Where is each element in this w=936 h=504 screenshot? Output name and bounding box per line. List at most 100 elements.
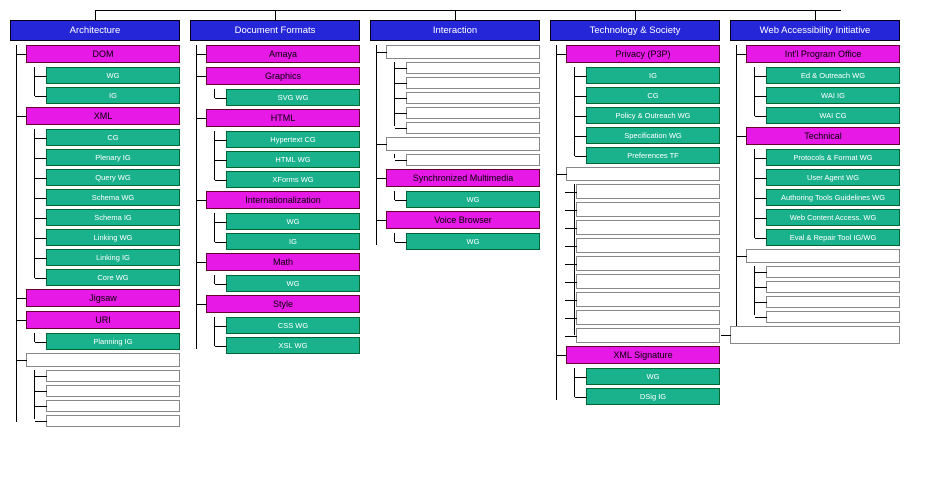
column-4: Web Accessibility Initiative Int'l Progra… [730, 20, 900, 430]
column-children-group: DOM WG IG XML CG Plenary IG Query WG Schema WG S… [10, 45, 180, 430]
blank-leaf-node [766, 266, 900, 278]
category-node: Voice Browser [386, 211, 540, 229]
column-0: Architecture DOM WG IG XML CG Plenary IG Query … [10, 20, 180, 430]
leaf-node: Authoring Tools Guidelines WG [766, 189, 900, 206]
leaf-group: CSS WGXSL WG [190, 317, 360, 354]
leaf-node: WG [226, 275, 360, 292]
blank-category-node [566, 167, 720, 181]
category-node: DOM [26, 45, 180, 63]
blank-leaf-node [46, 385, 180, 397]
leaf-node: WG [226, 213, 360, 230]
blank-leaf-node [406, 92, 540, 104]
leaf-group: WGDSig IG [550, 368, 720, 405]
leaf-node: Ed & Outreach WG [766, 67, 900, 84]
column-header: Technology & Society [550, 20, 720, 41]
blank-leaf-node [576, 184, 720, 199]
leaf-node: Schema WG [46, 189, 180, 206]
column-children-group: Privacy (P3P)IGCGPolicy & Outreach WGSpe… [550, 45, 720, 408]
leaf-node: Protocols & Format WG [766, 149, 900, 166]
leaf-node: Policy & Outreach WG [586, 107, 720, 124]
leaf-node: WG [46, 67, 180, 84]
category-node: URI [26, 311, 180, 329]
column-3: Technology & SocietyPrivacy (P3P)IGCGPol… [550, 20, 720, 430]
category-node: XML [26, 107, 180, 125]
column-header: Architecture [10, 20, 180, 41]
leaf-group: WG [370, 233, 540, 250]
column-header: Web Accessibility Initiative [730, 20, 900, 41]
leaf-group: SVG WG [190, 89, 360, 106]
leaf-node: CSS WG [226, 317, 360, 334]
leaf-group: WG IG [190, 213, 360, 250]
leaf-group [550, 184, 720, 343]
leaf-node: WAI IG [766, 87, 900, 104]
leaf-node: Schema IG [46, 209, 180, 226]
blank-leaf-node [576, 202, 720, 217]
blank-category-node [386, 45, 540, 59]
blank-leaf-node [576, 310, 720, 325]
blank-leaf-node [766, 311, 900, 323]
leaf-group [730, 266, 900, 323]
leaf-node: XForms WG [226, 171, 360, 188]
leaf-node: IG [586, 67, 720, 84]
leaf-node: WG [406, 233, 540, 250]
column-header: Interaction [370, 20, 540, 41]
blank-leaf-node [406, 62, 540, 74]
leaf-group [370, 62, 540, 134]
leaf-node: Planning IG [46, 333, 180, 350]
leaf-group: CG Plenary IG Query WG Schema WG Schema IG Li… [10, 129, 180, 286]
drop-line [455, 10, 456, 20]
leaf-node: Plenary IG [46, 149, 180, 166]
category-node: Technical [746, 127, 900, 145]
leaf-node: Query WG [46, 169, 180, 186]
leaf-group: IGCGPolicy & Outreach WGSpecification WG… [550, 67, 720, 164]
column-children-group: Synchronized Multimedia WG Voice Browser WG [370, 45, 540, 253]
category-node: Math [206, 253, 360, 271]
leaf-group: Hypertext CGHTML WGXForms WG [190, 131, 360, 188]
leaf-node: Preferences TF [586, 147, 720, 164]
blank-category-node [26, 353, 180, 367]
category-node: Graphics [206, 67, 360, 85]
drop-line [275, 10, 276, 20]
category-node: HTML [206, 109, 360, 127]
column-children-group: Amaya Graphics SVG WG HTML Hypertext CGHTML … [190, 45, 360, 357]
leaf-node: IG [226, 233, 360, 250]
blank-category-node [386, 137, 540, 151]
category-node: Synchronized Multimedia [386, 169, 540, 187]
root-horizontal-rail [95, 10, 841, 11]
leaf-node: Specification WG [586, 127, 720, 144]
leaf-node: WAI CG [766, 107, 900, 124]
category-node: Amaya [206, 45, 360, 63]
leaf-node: Core WG [46, 269, 180, 286]
blank-leaf-node [766, 296, 900, 308]
leaf-node: SVG WG [226, 89, 360, 106]
leaf-node: WG [406, 191, 540, 208]
blank-leaf-node [406, 154, 540, 166]
leaf-group [370, 154, 540, 166]
blank-leaf-node [576, 274, 720, 289]
leaf-node: CG [46, 129, 180, 146]
blank-leaf-node [576, 256, 720, 271]
drop-line [95, 10, 96, 20]
leaf-node: DSig IG [586, 388, 720, 405]
blank-leaf-node [576, 328, 720, 343]
leaf-node: User Agent WG [766, 169, 900, 186]
leaf-group: WG [190, 275, 360, 292]
leaf-group [10, 370, 180, 427]
blank-leaf-node [46, 370, 180, 382]
category-node: Privacy (P3P) [566, 45, 720, 63]
blank-leaf-node [406, 77, 540, 89]
leaf-node: Eval & Repair Tool IG/WG [766, 229, 900, 246]
blank-leaf-node [406, 107, 540, 119]
blank-category-node [746, 249, 900, 263]
leaf-group: WG [370, 191, 540, 208]
column-1: Document FormatsAmayaGraphicsSVG WGHTMLH… [190, 20, 360, 430]
leaf-node: Linking IG [46, 249, 180, 266]
blank-leaf-node [766, 281, 900, 293]
leaf-group: Ed & Outreach WG WAI IG WAI CG [730, 67, 900, 124]
column-children-group: Int'l Program OfficeEd & Outreach WGWAI … [730, 45, 900, 347]
leaf-node: IG [46, 87, 180, 104]
blank-leaf-node [576, 220, 720, 235]
category-node: Jigsaw [26, 289, 180, 307]
blank-leaf-node [576, 292, 720, 307]
leaf-node: Hypertext CG [226, 131, 360, 148]
